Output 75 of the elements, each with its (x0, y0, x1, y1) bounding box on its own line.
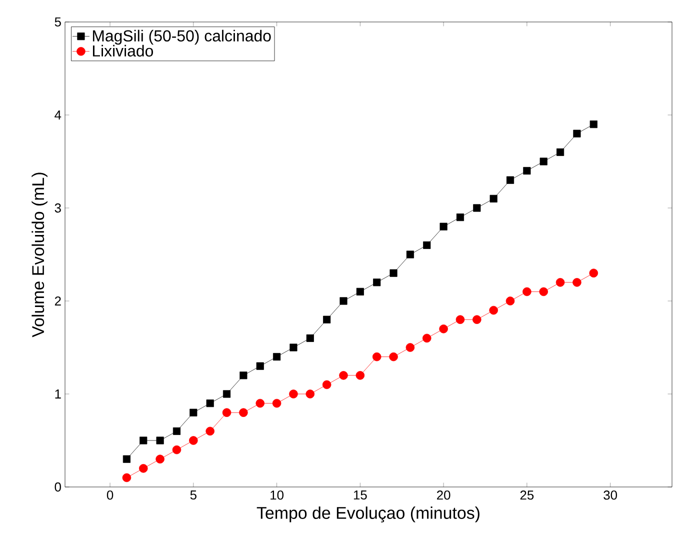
point (339, 371, 348, 380)
point (256, 362, 264, 370)
point (489, 306, 498, 315)
point (290, 344, 298, 352)
point (572, 278, 582, 287)
x-axis-title: Tempo de Evoluçao (minutos) (256, 506, 480, 522)
point (139, 464, 148, 473)
point (456, 213, 464, 222)
point (506, 296, 515, 306)
point (156, 436, 164, 444)
y-axis-title: Volume Evoluido (mL) (32, 172, 48, 338)
point (340, 297, 348, 305)
point (122, 455, 130, 463)
point (422, 334, 432, 343)
point (373, 278, 381, 286)
point (522, 287, 532, 296)
point (206, 400, 214, 408)
point (222, 390, 231, 398)
point (289, 390, 298, 398)
point (523, 167, 531, 175)
point (222, 408, 232, 417)
point (306, 390, 315, 398)
point (439, 324, 448, 334)
point (172, 445, 182, 454)
point (322, 380, 332, 390)
legend-label: MagSili (50-50) calcinado (92, 30, 271, 45)
point (190, 408, 198, 416)
x-tick-label: 0 (106, 490, 114, 500)
y-tick-label: 4 (54, 110, 62, 120)
point (406, 343, 415, 352)
point (189, 436, 198, 445)
point (273, 352, 281, 361)
point (573, 130, 581, 138)
point (556, 278, 565, 287)
point (122, 473, 132, 482)
point (356, 288, 364, 296)
x-tick-label: 20 (437, 490, 450, 500)
point (272, 398, 282, 408)
point (306, 334, 314, 342)
legend-label: Lixiviado (92, 44, 153, 57)
point (389, 352, 398, 362)
y-tick-label: 0 (54, 482, 61, 492)
point (490, 194, 498, 202)
point (506, 176, 514, 184)
y-tick-label: 2 (54, 296, 61, 306)
point (473, 204, 481, 212)
point (540, 158, 548, 166)
x-tick-label: 25 (520, 490, 534, 500)
point (589, 268, 598, 278)
x-tick-label: 5 (190, 490, 196, 500)
point (240, 372, 248, 380)
point (390, 269, 398, 277)
point (440, 222, 448, 230)
point (206, 426, 214, 436)
point (539, 287, 548, 296)
x-tick-label: 10 (270, 490, 284, 500)
point (456, 315, 465, 324)
point (556, 148, 564, 156)
point (372, 352, 382, 362)
point (256, 398, 264, 408)
point (172, 427, 181, 435)
point (590, 120, 598, 128)
point (406, 250, 414, 258)
point (356, 371, 365, 380)
y-tick-label: 5 (54, 17, 61, 26)
point (472, 315, 482, 324)
x-tick-label: 30 (604, 490, 618, 500)
point (239, 408, 248, 417)
point (323, 316, 331, 324)
point (156, 454, 164, 464)
y-tick-label: 3 (54, 203, 61, 213)
x-tick-label: 15 (354, 490, 367, 500)
point (423, 241, 431, 249)
y-tick-label: 1 (55, 390, 61, 398)
point (140, 436, 148, 444)
